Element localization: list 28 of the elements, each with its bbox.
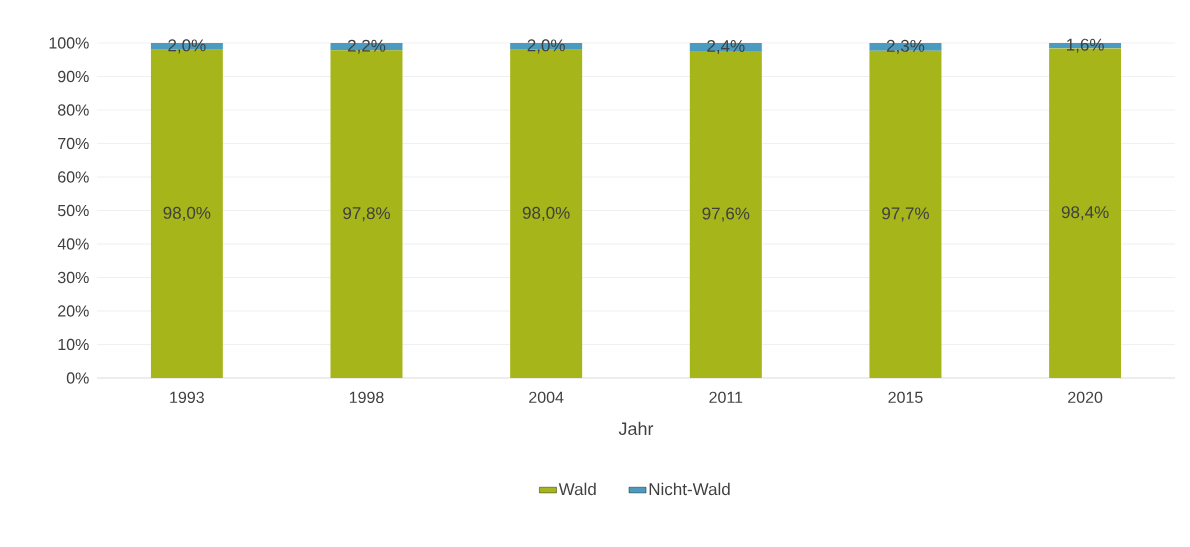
y-tick-label: 0%: [66, 372, 89, 384]
y-tick-label: 100%: [49, 37, 89, 49]
legend-label: Wald: [558, 482, 596, 496]
x-tick-label: 1993: [170, 391, 204, 403]
y-tick-label: 20%: [58, 305, 89, 317]
y-tick-label: 50%: [57, 204, 89, 217]
y-tick-label: 80%: [58, 104, 89, 116]
data-label: 97,6%: [702, 207, 750, 222]
y-tick-label: 10%: [58, 338, 89, 351]
x-tick-label: 2011: [709, 391, 743, 403]
y-tick-label: 30%: [57, 271, 89, 284]
data-label: 97,8%: [343, 207, 390, 222]
y-tick-label: 60%: [58, 171, 89, 183]
data-label: 98,0%: [522, 206, 570, 221]
data-label: 98,4%: [1061, 206, 1109, 221]
y-tick-label: 70%: [58, 137, 89, 150]
x-tick-label: 2015: [888, 391, 923, 403]
x-tick-label: 2020: [1068, 391, 1103, 403]
data-label: 2,3%: [886, 39, 925, 54]
data-label: 98,0%: [163, 206, 211, 221]
data-label: 2,4%: [707, 39, 745, 55]
x-axis-title: Jahr: [618, 421, 654, 436]
y-tick-label: 90%: [58, 70, 89, 83]
y-tick-label: 40%: [57, 238, 89, 250]
x-tick-label: 1998: [349, 391, 384, 403]
x-tick-label: 2004: [529, 391, 564, 403]
data-label: 97,7%: [882, 207, 929, 222]
legend-label: Nicht-Wald: [649, 482, 730, 496]
